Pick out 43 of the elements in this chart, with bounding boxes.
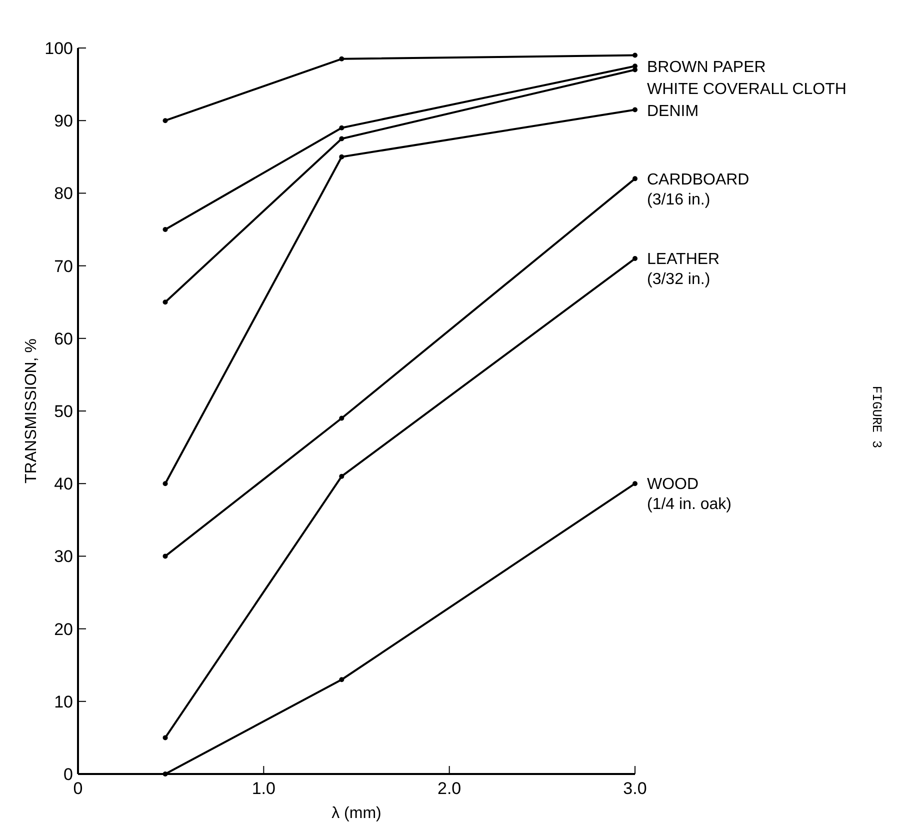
series-label: LEATHER (3/32 in.)	[647, 251, 720, 288]
y-tick-label: 60	[54, 329, 73, 348]
y-tick-label: 0	[64, 764, 73, 784]
point	[632, 256, 638, 262]
point	[632, 481, 638, 486]
y-tick-label: 90	[54, 112, 73, 131]
y-tick-label: 30	[54, 547, 73, 566]
point	[162, 118, 168, 124]
series-label: BROWN PAPER	[647, 58, 766, 76]
point	[162, 554, 168, 559]
y-tick-label: 100	[44, 38, 73, 58]
point	[162, 300, 168, 305]
point	[162, 227, 168, 232]
y-axis-title: TRANSMISSION, %	[23, 338, 40, 484]
x-tick-label: 3.0	[623, 779, 647, 798]
point	[339, 136, 344, 142]
point	[162, 481, 168, 486]
point	[339, 416, 344, 421]
series-label: WHITE COVERALL CLOTH	[647, 80, 846, 98]
x-axis-title: λ (mm)	[332, 805, 382, 822]
y-tick-label: 10	[54, 692, 73, 712]
series-label: CARDBOARD (3/16 in.)	[647, 171, 750, 208]
x-tick-label: 2.0	[438, 779, 462, 798]
series-label: DENIM	[647, 102, 699, 120]
caption: FIGURE 3	[869, 386, 884, 448]
y-tick-label: 20	[54, 620, 73, 639]
point	[339, 677, 344, 682]
point	[162, 735, 168, 740]
point	[339, 125, 344, 130]
point	[632, 67, 638, 72]
y-tick-label: 70	[54, 256, 73, 276]
y-tick-label: 80	[54, 184, 73, 204]
series-label: WOOD (1/4 in. oak)	[647, 476, 732, 514]
point	[162, 772, 168, 776]
x-tick-label: 1.0	[252, 779, 276, 798]
point	[632, 52, 638, 58]
point	[339, 154, 344, 160]
point	[339, 56, 344, 62]
point	[339, 474, 344, 479]
y-tick-label: 40	[54, 474, 73, 494]
point	[632, 176, 638, 182]
y-tick-label: 50	[54, 402, 73, 421]
point	[632, 107, 638, 112]
